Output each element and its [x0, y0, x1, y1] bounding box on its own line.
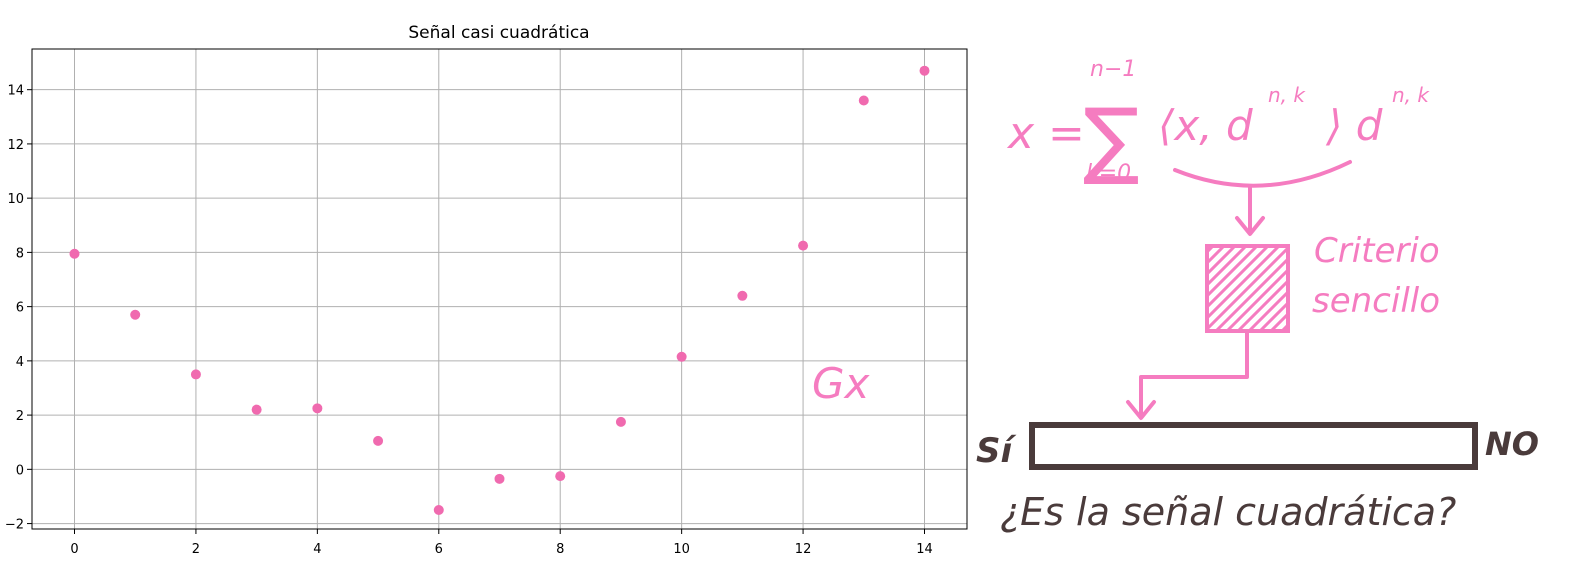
- data-point: [676, 351, 687, 362]
- y-tick-label: 4: [16, 355, 24, 370]
- underbrace-icon: [1173, 160, 1352, 188]
- x-tick-label: 6: [435, 542, 443, 557]
- y-tick-label: 0: [16, 463, 24, 478]
- axis-ticks: 0 2 4 6 8 10 12 14 −2 0 2 4 6 8 10 12 14: [5, 84, 933, 557]
- data-point: [615, 416, 626, 427]
- criterion-label-line1: Criterio: [1314, 231, 1440, 271]
- x-tick-label: 4: [313, 542, 321, 557]
- x-tick-label: 10: [673, 542, 690, 557]
- sum-term-superscript: n, k: [1268, 83, 1306, 107]
- formula-lhs: x =: [1006, 108, 1085, 159]
- y-tick-label: 14: [7, 84, 24, 99]
- data-point: [798, 240, 809, 251]
- sum-term: ⟨x, d: [1158, 101, 1253, 150]
- data-point: [858, 95, 869, 106]
- handwritten-annotation: x = ∑ n−1 k=0 ⟨x, d n, k ⟩ d n, k Criter…: [976, 57, 1539, 534]
- sum-symbol-icon: ∑: [1083, 90, 1140, 188]
- data-point: [373, 435, 384, 446]
- x-tick-label: 8: [556, 542, 564, 557]
- data-point: [130, 309, 141, 320]
- x-tick-label: 0: [70, 542, 78, 557]
- sum-term-close: ⟩ d: [1325, 101, 1383, 150]
- data-point: [737, 290, 748, 301]
- yes-label: Sí: [976, 431, 1016, 471]
- sum-lower-limit: k=0: [1086, 161, 1131, 186]
- scatter-chart: Señal casi cuadrática 0 2 4 6 8 10 12 14 −2 0 2 4 6 8…: [5, 23, 968, 557]
- chart-title: Señal casi cuadrática: [408, 23, 589, 43]
- yes-no-scale: [1029, 422, 1478, 470]
- y-tick-label: 10: [7, 192, 24, 207]
- data-point: [555, 471, 566, 482]
- data-point: [190, 369, 201, 380]
- x-tick-label: 12: [795, 542, 812, 557]
- y-tick-label: 12: [7, 138, 24, 153]
- operator-label: Gx: [812, 359, 871, 408]
- no-label: NO: [1485, 425, 1539, 463]
- criterion-label-line2: sencillo: [1312, 281, 1440, 321]
- criterion-block-icon: [1205, 244, 1290, 333]
- x-tick-label: 14: [916, 542, 933, 557]
- data-point: [433, 505, 444, 516]
- plot-frame: [31, 48, 968, 530]
- grid: [32, 49, 967, 529]
- data-point: [69, 248, 80, 259]
- arrow-to-scale-icon: [1126, 331, 1249, 420]
- x-tick-label: 2: [192, 542, 200, 557]
- data-point: [919, 65, 930, 76]
- data-points: [69, 65, 930, 516]
- data-point: [494, 473, 505, 484]
- y-tick-label: 2: [16, 409, 24, 424]
- sum-upper-limit: n−1: [1090, 57, 1136, 82]
- y-tick-label: 6: [16, 301, 24, 316]
- sum-term-close-superscript: n, k: [1392, 83, 1430, 107]
- y-tick-label: 8: [16, 246, 24, 261]
- y-tick-label: −2: [5, 518, 24, 533]
- question-text: ¿Es la señal cuadrática?: [1000, 490, 1456, 534]
- data-point: [251, 404, 262, 415]
- arrow-down-icon: [1235, 184, 1265, 236]
- data-point: [312, 403, 323, 414]
